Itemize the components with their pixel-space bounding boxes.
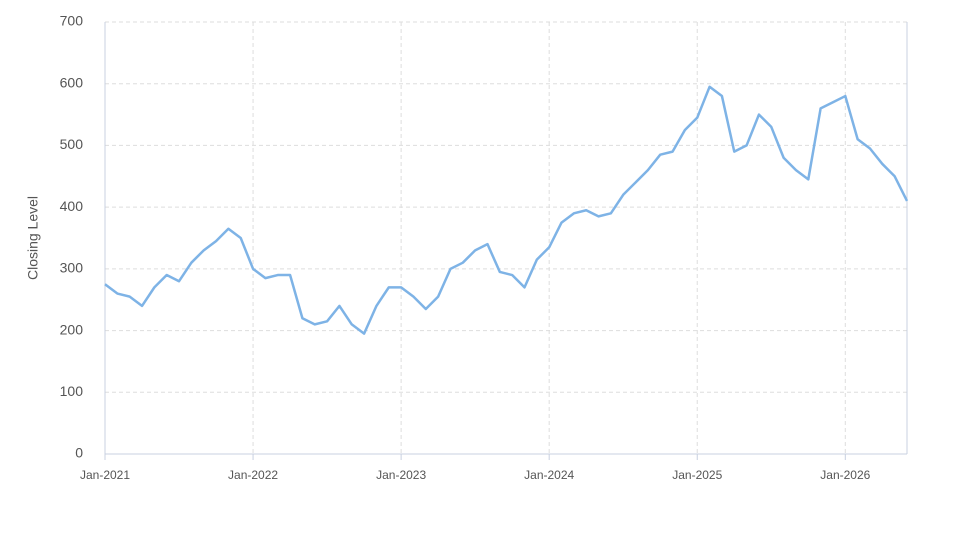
x-tick-label: Jan-2023 [376, 468, 426, 482]
x-tick-label: Jan-2024 [524, 468, 574, 482]
y-tick-label: 700 [60, 13, 84, 29]
y-tick-label: 300 [60, 260, 84, 276]
y-tick-label: 600 [60, 74, 84, 90]
x-tick-label: Jan-2022 [228, 468, 278, 482]
y-axis-label: Closing Level [25, 196, 41, 280]
x-tick-label: Jan-2021 [80, 468, 130, 482]
line-series [104, 85, 909, 335]
y-tick-label: 400 [60, 198, 84, 214]
x-tick-label: Jan-2026 [820, 468, 870, 482]
y-tick-label: 100 [60, 383, 84, 399]
y-tick-label: 500 [60, 136, 84, 152]
x-tick-label: Jan-2025 [672, 468, 722, 482]
y-tick-label: 0 [75, 445, 83, 461]
y-tick-label: 200 [60, 321, 84, 337]
